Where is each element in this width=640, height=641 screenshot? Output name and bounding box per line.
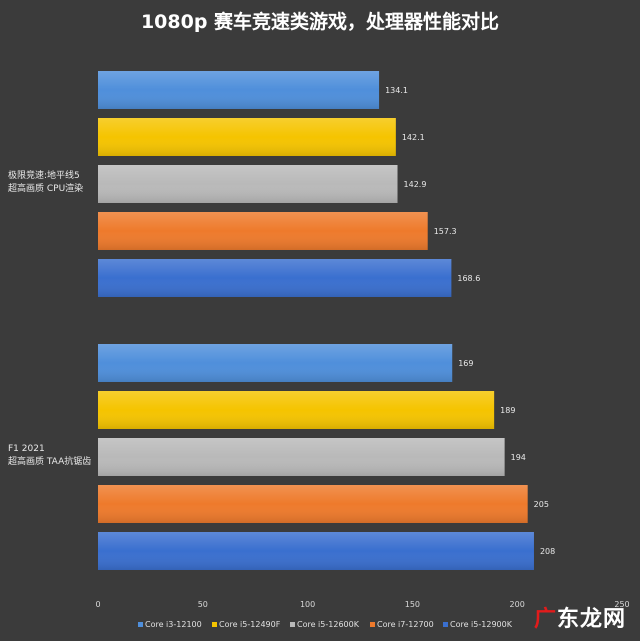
- legend-label-3: Core i5-12600K: [297, 620, 360, 629]
- bar-shade-1-5: [98, 259, 452, 297]
- x-tick-200: 200: [510, 600, 525, 609]
- bar-shade-2-1: [98, 344, 453, 382]
- value-label-1-5: 168.6: [457, 274, 480, 283]
- legend-swatch-5: [443, 622, 448, 627]
- bar-shade-2-3: [98, 438, 505, 476]
- legend-swatch-4: [370, 622, 375, 627]
- bar-shade-2-4: [98, 485, 528, 523]
- value-label-1-2: 142.1: [402, 133, 425, 142]
- x-tick-250: 250: [614, 600, 629, 609]
- legend-label-4: Core i7-12700: [377, 620, 434, 629]
- value-label-2-2: 189: [500, 406, 515, 415]
- value-label-1-1: 134.1: [385, 86, 408, 95]
- value-label-2-1: 169: [458, 359, 473, 368]
- x-axis-ticks: 0 50 100 150 200 250: [95, 600, 629, 609]
- x-tick-50: 50: [198, 600, 208, 609]
- x-tick-150: 150: [405, 600, 420, 609]
- bar-shade-1-2: [98, 118, 396, 156]
- bar-shade-2-2: [98, 391, 495, 429]
- watermark-mark: 广: [533, 607, 557, 632]
- x-tick-100: 100: [300, 600, 315, 609]
- category-label-1-line-2: 超高画质 CPU渲染: [8, 182, 83, 194]
- bar-shade-1-1: [98, 71, 380, 109]
- bar-shade-1-4: [98, 212, 428, 250]
- legend-swatch-1: [138, 622, 143, 627]
- value-label-1-3: 142.9: [404, 180, 427, 189]
- bar-shade-2-5: [98, 532, 534, 570]
- legend: Core i3-12100 Core i5-12490F Core i5-12600…: [138, 620, 513, 629]
- x-tick-0: 0: [95, 600, 100, 609]
- legend-label-1: Core i3-12100: [145, 620, 202, 629]
- category-label-2-line-1: F1 2021: [8, 444, 45, 454]
- value-label-2-3: 194: [511, 453, 526, 462]
- watermark-text: 东龙网: [556, 607, 626, 632]
- value-label-2-5: 208: [540, 547, 555, 556]
- watermark: 广东龙网: [534, 601, 626, 633]
- legend-swatch-2: [212, 622, 217, 627]
- legend-swatch-3: [290, 622, 295, 627]
- legend-label-2: Core i5-12490F: [219, 620, 281, 629]
- value-label-1-4: 157.3: [434, 227, 457, 236]
- legend-label-5: Core i5-12900K: [450, 620, 513, 629]
- chart-title: 1080p 赛车竞速类游戏，处理器性能对比: [141, 10, 499, 33]
- value-label-2-4: 205: [534, 500, 549, 509]
- category-label-1-line-1: 极限竞速:地平线5: [8, 169, 80, 181]
- bar-shade-1-3: [98, 165, 398, 203]
- category-label-2-line-2: 超高画质 TAA抗锯齿: [8, 455, 91, 467]
